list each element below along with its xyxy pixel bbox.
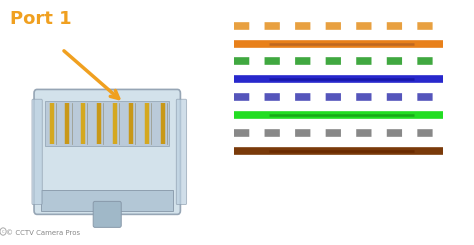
- FancyBboxPatch shape: [176, 99, 187, 205]
- Text: 7: 7: [452, 129, 457, 137]
- Text: 2: 2: [452, 39, 457, 48]
- Text: 5: 5: [452, 93, 457, 102]
- Bar: [46, 101, 169, 146]
- Text: 1: 1: [452, 21, 457, 30]
- Text: Port 1: Port 1: [10, 11, 72, 28]
- Text: 8: 8: [452, 147, 457, 155]
- Text: 6: 6: [452, 111, 457, 120]
- Text: 8: 8: [220, 147, 226, 155]
- Text: 6: 6: [220, 111, 226, 120]
- Text: 7: 7: [220, 129, 226, 137]
- Text: c: c: [2, 229, 4, 234]
- Text: Straight-through wired cables: Straight-through wired cables: [226, 210, 452, 223]
- Text: 2: 2: [220, 39, 226, 48]
- Bar: [41, 190, 173, 211]
- Text: 5: 5: [220, 93, 226, 102]
- Text: 3: 3: [220, 57, 226, 66]
- Text: 4: 4: [220, 75, 226, 84]
- FancyBboxPatch shape: [34, 89, 181, 214]
- FancyBboxPatch shape: [32, 99, 42, 205]
- Text: 3: 3: [452, 57, 457, 66]
- Text: 4: 4: [452, 75, 457, 84]
- Text: © CCTV Camera Pros: © CCTV Camera Pros: [6, 230, 80, 236]
- FancyBboxPatch shape: [93, 201, 121, 227]
- Text: 1: 1: [220, 21, 226, 30]
